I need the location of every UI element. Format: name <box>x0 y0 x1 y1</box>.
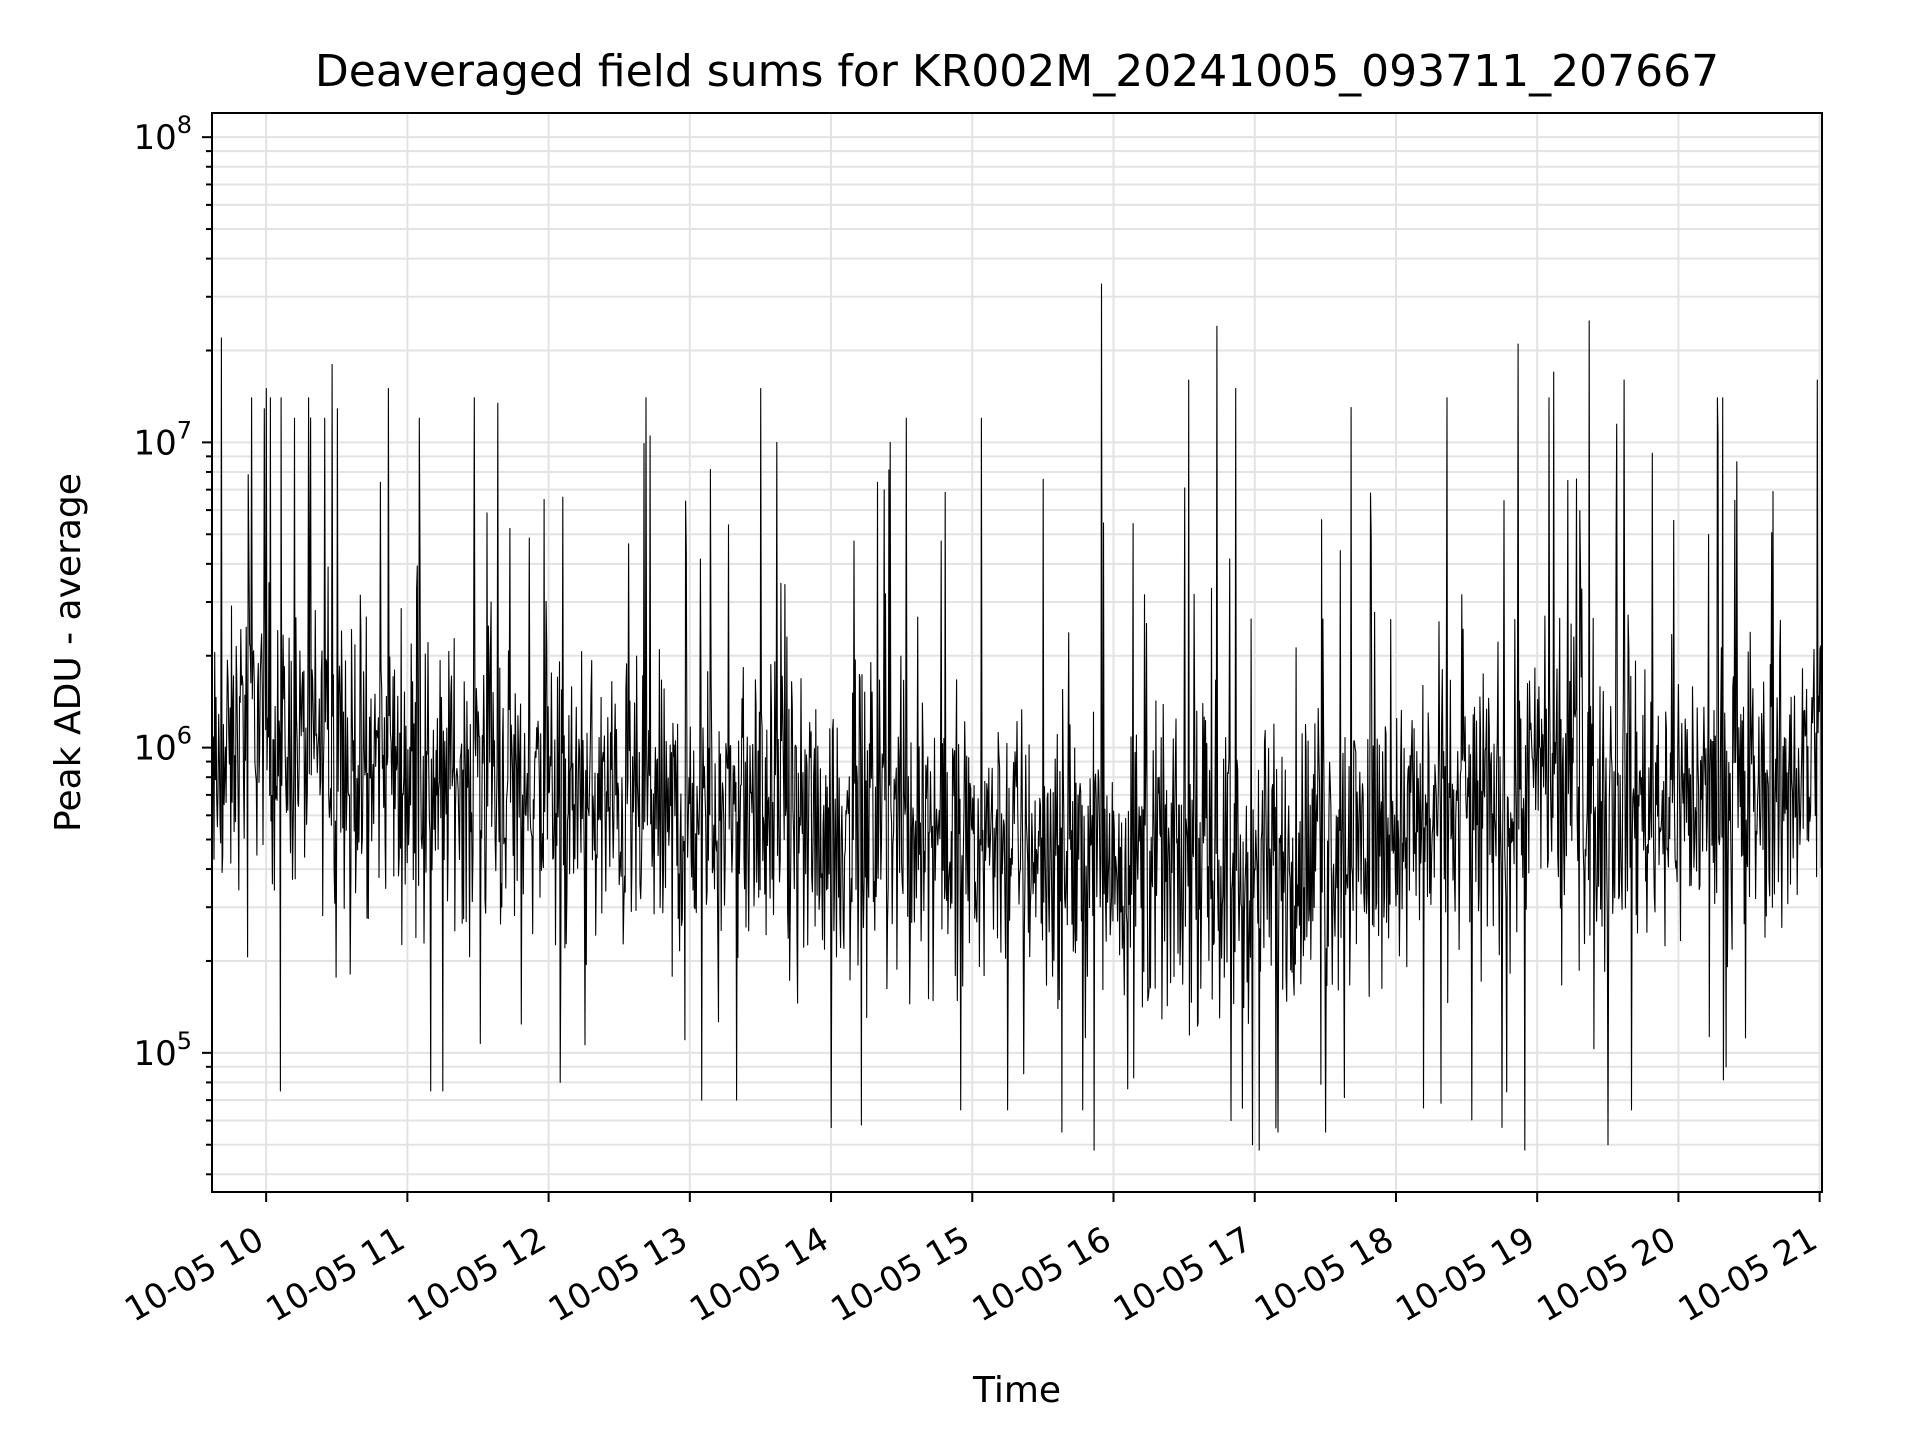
series-line-layer <box>211 158 1823 1151</box>
series-line <box>211 158 1823 1151</box>
y-tick-label: 107 <box>133 416 192 463</box>
chart-title: Deaveraged field sums for KR002M_2024100… <box>315 46 1719 97</box>
y-tick-label: 108 <box>133 111 192 158</box>
plot-area-frame <box>211 112 1823 1193</box>
y-tick-label: 106 <box>133 722 192 769</box>
x-axis-label: Time <box>972 1370 1061 1411</box>
y-tick-label: 105 <box>133 1027 192 1074</box>
y-axis-label: Peak ADU - average <box>48 473 89 832</box>
